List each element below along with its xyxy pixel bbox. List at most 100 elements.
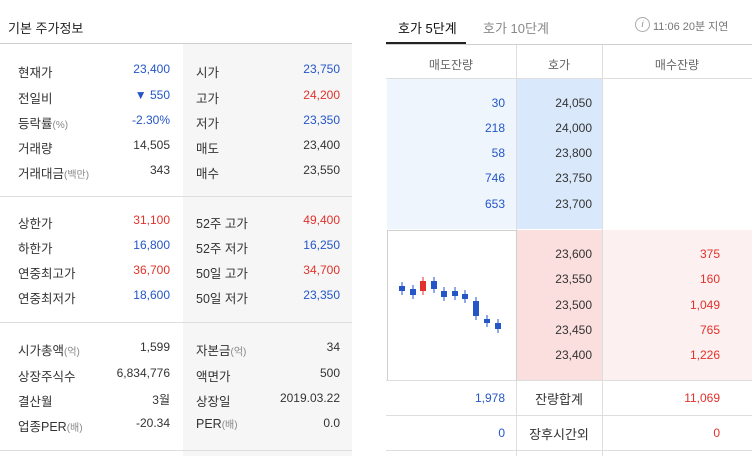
candle-body	[473, 301, 479, 316]
divider	[386, 44, 752, 45]
stock-info-value: ▼ 550	[134, 88, 170, 102]
stock-info-value: 24,200	[303, 88, 340, 102]
info-icon[interactable]: i	[635, 17, 650, 32]
candle-body	[431, 281, 437, 289]
stock-info-value: 343	[149, 163, 170, 177]
total-bid-qty: 11,069	[684, 391, 720, 405]
bid-price[interactable]: 23,450	[555, 323, 592, 337]
bid-price[interactable]: 23,600	[555, 247, 592, 261]
ask-price[interactable]: 24,050	[555, 96, 592, 110]
stock-info-label: 매수	[196, 167, 220, 181]
stock-info-value: 23,750	[303, 62, 340, 76]
divider	[0, 196, 352, 197]
stock-info-value: 23,350	[303, 113, 340, 127]
stock-info-value: 31,100	[133, 213, 170, 227]
stock-info-value: 18,600	[133, 288, 170, 302]
stock-info-label: 상한가	[18, 217, 53, 231]
stock-info-value: 2019.03.22	[279, 391, 340, 405]
ask-qty: 653	[484, 197, 505, 211]
stock-info-label: PER(배)	[196, 417, 238, 431]
bid-qty: 765	[699, 323, 720, 337]
stock-info-value: 23,350	[303, 288, 340, 302]
ask-qty: 30	[491, 96, 505, 110]
ask-qty: 746	[484, 171, 505, 185]
candle-body	[462, 294, 468, 299]
stock-info-label: 52주 고가	[196, 217, 248, 231]
left-column-background	[183, 44, 352, 456]
bid-price[interactable]: 23,400	[555, 348, 592, 362]
stock-info-value: 500	[319, 366, 340, 380]
divider	[386, 78, 752, 79]
bid-price[interactable]: 23,500	[555, 298, 592, 312]
mini-candle-chart	[387, 230, 517, 381]
bid-qty: 160	[699, 272, 720, 286]
bid-price-area	[516, 230, 602, 380]
stock-info-title: 기본 주가정보	[8, 21, 84, 36]
stock-info-label: 50일 저가	[196, 292, 248, 306]
stock-info-label: 연중최고가	[18, 267, 76, 281]
ask-price[interactable]: 23,750	[555, 171, 592, 185]
stock-info-value: 16,250	[303, 238, 340, 252]
ask-price[interactable]: 23,800	[555, 146, 592, 160]
stock-info-value: 49,400	[303, 213, 340, 227]
candle-body	[452, 291, 458, 296]
tab-orderbook-10[interactable]: 호가 10단계	[483, 21, 549, 36]
candle-body	[441, 291, 447, 297]
bid-price[interactable]: 23,550	[555, 272, 592, 286]
candle-body	[420, 281, 426, 291]
bid-area	[602, 230, 752, 380]
stock-info-label: 자본금(억)	[196, 344, 247, 358]
ask-qty: 58	[491, 146, 505, 160]
stock-info-label: 저가	[196, 117, 220, 131]
column-divider	[602, 45, 603, 456]
candle-body	[410, 289, 416, 295]
stock-info-value: 34,700	[303, 263, 340, 277]
stock-info-label: 등락률(%)	[18, 117, 69, 131]
stock-info-label: 상장주식수	[18, 370, 76, 384]
candle-body	[495, 323, 501, 329]
stock-info-value: 3월	[152, 393, 170, 407]
after-hours-ask-qty: 0	[498, 426, 505, 440]
ask-price[interactable]: 23,700	[555, 197, 592, 211]
after-hours-bid-qty: 0	[713, 426, 720, 440]
stock-info-label: 거래량	[18, 142, 53, 156]
stock-info-value: 1,599	[139, 340, 170, 354]
divider	[0, 322, 352, 323]
candle-body	[399, 286, 405, 291]
stock-info-label: 현재가	[18, 66, 53, 80]
stock-info-label: 고가	[196, 92, 220, 106]
stock-info-value: 23,550	[303, 163, 340, 177]
tab-orderbook-5[interactable]: 호가 5단계	[398, 21, 457, 36]
divider	[386, 450, 752, 451]
stock-info-label: 전일비	[18, 92, 53, 106]
stock-info-label: 연중최저가	[18, 292, 76, 306]
stock-info-label: 매도	[196, 142, 220, 156]
header-price: 호가	[547, 58, 571, 72]
stock-info-value: 23,400	[303, 138, 340, 152]
ask-qty: 218	[484, 121, 505, 135]
total-label: 잔량합계	[535, 392, 583, 407]
candle-chart-svg	[399, 277, 501, 333]
stock-info-value: 36,700	[133, 263, 170, 277]
stock-info-label: 50일 고가	[196, 267, 248, 281]
stock-info-value: 34	[326, 340, 340, 354]
ask-area	[387, 79, 516, 229]
divider	[386, 415, 752, 416]
stock-info-value: 0.0	[323, 416, 340, 430]
ask-price[interactable]: 24,000	[555, 121, 592, 135]
divider	[0, 43, 352, 44]
active-tab-indicator	[386, 42, 466, 44]
stock-info-label: 52주 저가	[196, 242, 248, 256]
candle-body	[484, 319, 490, 323]
bid-qty: 1,226	[689, 348, 720, 362]
stock-info-value: 6,834,776	[116, 366, 170, 380]
divider	[0, 450, 352, 451]
stock-info-value: -20.34	[135, 416, 170, 430]
bid-qty: 1,049	[689, 298, 720, 312]
stock-info-label: 거래대금(백만)	[18, 167, 90, 181]
stock-info-label: 액면가	[196, 370, 231, 384]
stock-info-value: 23,400	[133, 62, 170, 76]
after-hours-label: 장후시간외	[529, 427, 589, 442]
header-ask-qty: 매도잔량	[428, 58, 474, 72]
stock-info-value: -2.30%	[131, 113, 170, 127]
